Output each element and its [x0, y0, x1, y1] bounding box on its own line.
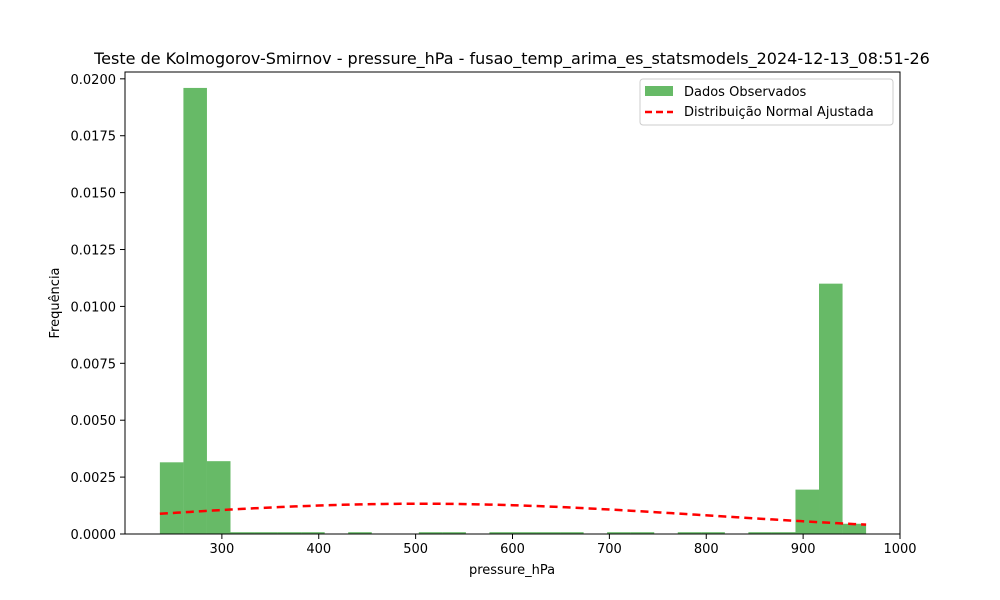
histogram-bar: [489, 532, 513, 534]
y-tick-label: 0.0150: [71, 187, 117, 202]
y-tick-label: 0.0175: [71, 130, 117, 145]
histogram-bar: [607, 532, 631, 534]
legend-swatch-observed: [645, 86, 673, 96]
y-tick-label: 0.0125: [71, 244, 117, 259]
histogram-bar: [771, 532, 796, 534]
y-axis-label: Frequência: [48, 267, 63, 338]
normal-fit-line: [159, 502, 867, 526]
x-axis-label: pressure_hPa: [469, 563, 555, 578]
histogram-bar: [348, 532, 372, 534]
histogram-bar: [277, 532, 302, 534]
y-tick-label: 0.0200: [71, 73, 117, 88]
histogram-bar: [701, 532, 725, 534]
histogram-bar: [230, 532, 255, 534]
legend: Dados Observados Distribuição Normal Aju…: [639, 78, 894, 126]
histogram-bar: [159, 462, 184, 534]
histogram-bar: [254, 532, 278, 534]
x-tick-label: 700: [597, 542, 622, 557]
histogram-bar: [560, 532, 584, 534]
plot-frame: [124, 71, 901, 535]
x-tick-label: 400: [306, 542, 331, 557]
histogram-bar: [301, 532, 325, 534]
y-tick-label: 0.0025: [71, 471, 117, 486]
histogram-bar: [842, 523, 867, 534]
histogram-bar: [442, 532, 466, 534]
y-tick-label: 0.0075: [71, 357, 117, 372]
histogram-bar: [418, 532, 443, 534]
y-tick-label: 0.0050: [71, 414, 117, 429]
histogram-bar: [206, 461, 231, 534]
x-tick-label: 800: [694, 542, 719, 557]
histogram-bar: [819, 283, 843, 534]
histogram-bar: [677, 532, 702, 534]
histogram-bar: [183, 87, 207, 535]
x-tick-label: 900: [791, 542, 816, 557]
chart-title: Teste de Kolmogorov-Smirnov - pressure_h…: [93, 49, 930, 69]
legend-frame: [639, 78, 894, 126]
x-tick-label: 500: [403, 542, 428, 557]
legend-label-normal: Distribuição Normal Ajustada: [684, 105, 874, 120]
x-axis: 300 400 500 600 700 800 900 1000: [209, 534, 917, 557]
x-tick-label: 300: [209, 542, 234, 557]
y-tick-label: 0.0100: [71, 300, 117, 315]
histogram-bar: [748, 532, 772, 534]
histogram-bar: [512, 532, 537, 534]
y-axis: 0.0000 0.0025 0.0050 0.0075 0.0100 0.0125 0.01…: [71, 73, 125, 543]
plot-area: [159, 87, 867, 535]
histogram-bar: [536, 532, 561, 534]
x-tick-label: 1000: [883, 542, 916, 557]
x-tick-label: 600: [500, 542, 525, 557]
histogram-bar: [630, 532, 655, 534]
histogram-bar: [795, 489, 820, 534]
y-tick-label: 0.0000: [71, 528, 117, 543]
legend-label-observed: Dados Observados: [684, 85, 807, 100]
